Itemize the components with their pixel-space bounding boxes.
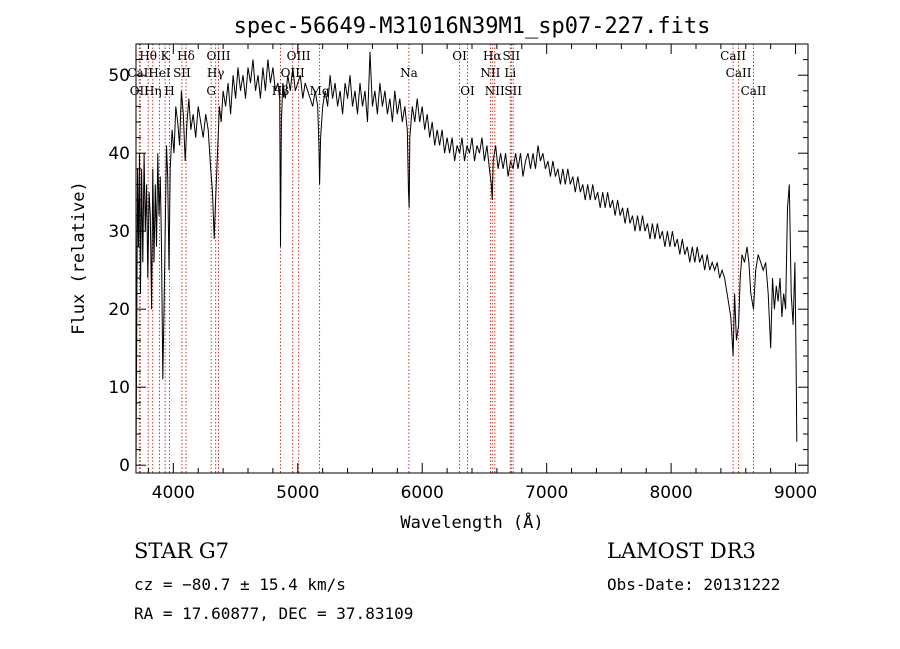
line-label-8: Hδ xyxy=(177,49,195,63)
line-label-21: NII xyxy=(480,66,500,80)
line-label-24: SII xyxy=(504,84,522,98)
survey-text: LAMOST DR3 xyxy=(607,539,756,563)
chart-title: spec-56649-M31016N39M1_sp07-227.fits xyxy=(234,14,711,39)
obs-date-text: Obs-Date: 20131222 xyxy=(607,575,781,594)
x-tick-label-0: 4000 xyxy=(152,483,195,503)
x-tick-label-4: 8000 xyxy=(649,483,692,503)
line-label-9: OIII xyxy=(206,49,230,63)
axis-ticks: 4000 5000 6000 7000 8000 9000 0 10 20 30 40 50 xyxy=(108,44,817,503)
coordinates-text: RA = 17.60877, DEC = 37.83109 xyxy=(134,604,414,623)
line-label-26: CaII xyxy=(726,66,752,80)
y-tick-label-3: 30 xyxy=(108,222,130,242)
y-tick-label-5: 50 xyxy=(108,66,130,86)
y-axis-label: Flux (relative) xyxy=(69,181,89,335)
x-tick-label-1: 5000 xyxy=(276,483,319,503)
plot-frame xyxy=(135,43,809,474)
line-label-6: SII xyxy=(173,66,191,80)
spectrum-line xyxy=(135,51,798,466)
x-tick-label-5: 9000 xyxy=(774,483,817,503)
line-label-11: G xyxy=(206,84,216,98)
line-label-16: Na xyxy=(400,66,418,80)
line-label-19: Hα xyxy=(483,49,502,63)
line-label-22: Li xyxy=(504,66,516,80)
line-label-13: OIII xyxy=(281,66,305,80)
line-label-7: H xyxy=(164,84,174,98)
line-label-15: Mg xyxy=(310,84,330,98)
line-label-1: CaII xyxy=(127,66,153,80)
classification-text: STAR G7 xyxy=(134,539,230,563)
y-tick-label-0: 0 xyxy=(119,456,130,476)
line-label-12: OIII xyxy=(287,49,311,63)
x-tick-label-2: 6000 xyxy=(401,483,444,503)
line-label-25: CaII xyxy=(720,49,746,63)
line-label-0: Hθ xyxy=(139,49,157,63)
spectral-line-markers xyxy=(138,44,754,473)
line-label-27: CaII xyxy=(741,84,767,98)
line-label-3: K xyxy=(161,49,171,63)
x-tick-label-3: 7000 xyxy=(525,483,568,503)
line-label-5: Hη xyxy=(144,84,162,98)
x-axis-label: Wavelength (Å) xyxy=(400,511,543,533)
y-tick-label-4: 40 xyxy=(108,144,130,164)
line-label-10: Hγ xyxy=(207,66,225,80)
y-tick-label-1: 10 xyxy=(108,378,130,398)
redshift-text: cz = −80.7 ± 15.4 km/s xyxy=(134,575,346,594)
line-label-18: OI xyxy=(460,84,475,98)
line-label-17: OI xyxy=(452,49,467,63)
y-tick-label-2: 20 xyxy=(108,300,130,320)
line-label-20: SII xyxy=(502,49,520,63)
line-label-23: NII xyxy=(485,84,505,98)
line-label-4: HeI xyxy=(148,66,171,80)
